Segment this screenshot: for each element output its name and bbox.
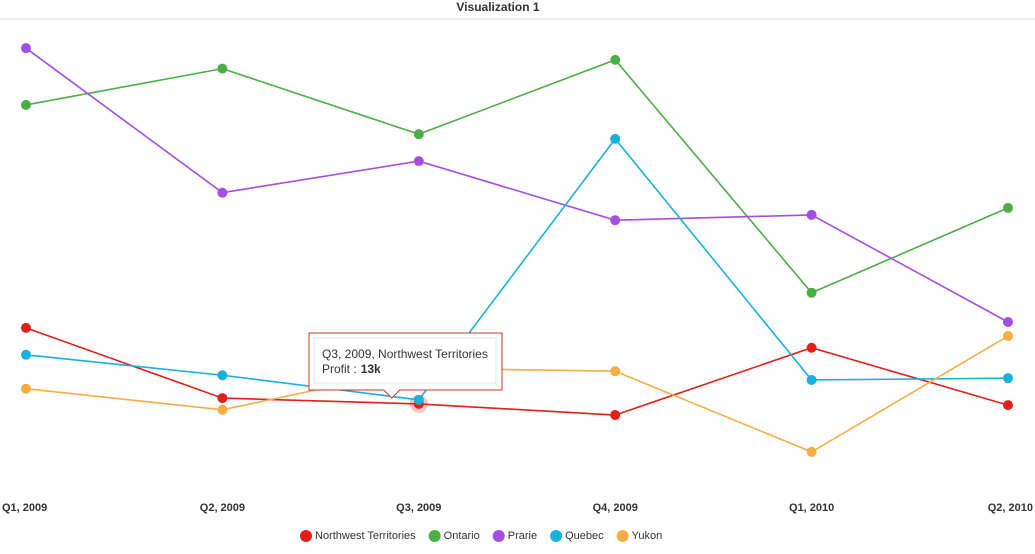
data-point[interactable]	[217, 393, 228, 404]
data-point[interactable]	[610, 54, 621, 65]
data-point[interactable]	[413, 394, 424, 405]
series-line	[25, 137, 1009, 401]
data-point[interactable]	[1003, 373, 1013, 384]
data-point[interactable]	[806, 287, 817, 298]
data-point[interactable]	[1003, 400, 1013, 411]
data-point[interactable]	[21, 383, 31, 394]
data-point[interactable]	[217, 63, 228, 74]
series-line	[25, 327, 1009, 416]
legend-label[interactable]: Yukon	[632, 530, 663, 542]
legend-swatch[interactable]	[550, 530, 563, 542]
legend-swatch[interactable]	[616, 530, 629, 542]
legend-swatch[interactable]	[300, 530, 312, 542]
tooltip-measure: Profit :	[322, 362, 357, 376]
series-line	[25, 335, 1009, 453]
data-point[interactable]	[217, 404, 228, 415]
data-point[interactable]	[806, 446, 817, 457]
data-point[interactable]	[806, 209, 817, 220]
x-tick-label: Q2, 2009	[200, 502, 245, 514]
data-point[interactable]	[610, 366, 621, 377]
x-tick-label: Q3, 2009	[396, 502, 441, 514]
data-point[interactable]	[217, 370, 228, 381]
data-point[interactable]	[1003, 317, 1013, 328]
legend: Northwest Territories Ontario Prarie Quebec…	[300, 530, 662, 542]
chart-title: Visualization 1	[456, 0, 539, 14]
tooltip-box	[308, 332, 503, 399]
legend-label[interactable]: Quebec	[565, 530, 604, 542]
data-point[interactable]	[1003, 202, 1013, 213]
legend-label[interactable]: Prarie	[508, 530, 537, 542]
tooltip-title: Q3, 2009, Northwest Territories	[322, 347, 488, 361]
data-point[interactable]	[217, 187, 228, 198]
data-point[interactable]	[1003, 331, 1013, 342]
data-point[interactable]	[610, 215, 621, 226]
data-point[interactable]	[413, 156, 424, 167]
data-point[interactable]	[21, 349, 31, 360]
data-point[interactable]	[21, 322, 31, 333]
x-tick-label: Q2, 2010	[988, 502, 1033, 514]
data-point[interactable]	[806, 374, 817, 385]
x-tick-label: Q1, 2010	[789, 502, 834, 514]
x-tick-label: Q4, 2009	[593, 502, 638, 514]
series-line	[25, 58, 1009, 294]
legend-swatch[interactable]	[492, 530, 505, 542]
data-point[interactable]	[413, 129, 424, 140]
legend-label[interactable]: Northwest Territories	[315, 530, 416, 542]
data-point[interactable]	[806, 342, 817, 353]
x-tick-label: Q1, 2009	[2, 502, 47, 514]
data-point[interactable]	[21, 99, 31, 110]
data-point[interactable]	[610, 133, 621, 144]
series-line	[25, 47, 1009, 323]
tooltip-inner	[313, 337, 497, 384]
data-point[interactable]	[21, 43, 31, 54]
plot-area	[21, 43, 1013, 457]
legend-swatch[interactable]	[428, 530, 441, 542]
data-point[interactable]	[610, 410, 621, 421]
legend-label[interactable]: Ontario	[444, 530, 480, 542]
tooltip-value: 13k	[361, 362, 381, 376]
